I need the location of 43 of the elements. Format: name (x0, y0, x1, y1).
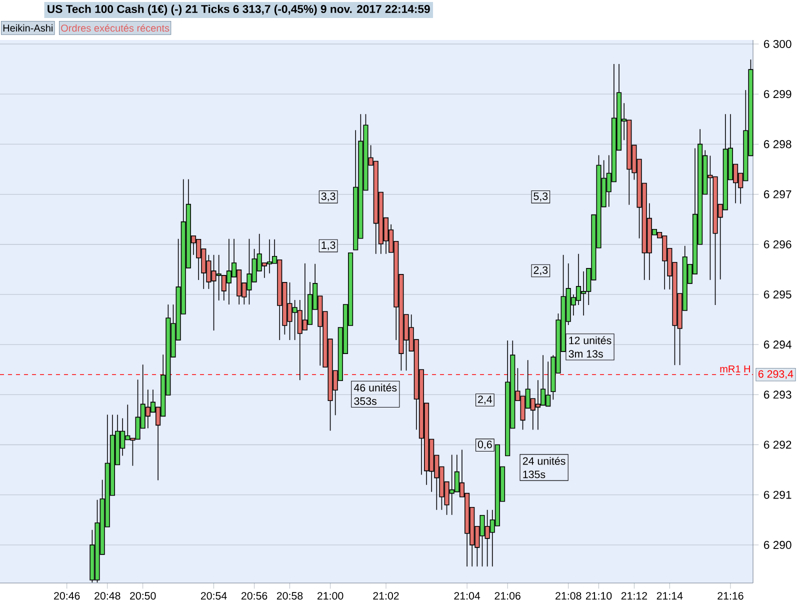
x-tick-label: 21:08 (556, 592, 582, 600)
y-tick-label: 6 296 (764, 240, 792, 248)
x-tick-label: 21:00 (317, 592, 344, 600)
x-tick-label: 21:12 (621, 592, 648, 600)
annotation: 46 unités (354, 384, 397, 392)
annotation: 3,3 (321, 192, 336, 202)
annotation: 5,3 (534, 192, 548, 202)
x-tick-label: 21:02 (373, 592, 399, 600)
x-tick-label: 21:16 (718, 592, 744, 600)
text: Heikin-Ashi (3, 24, 52, 32)
x-tick-label: 21:06 (494, 592, 520, 600)
x-tick-label: 20:54 (200, 592, 227, 600)
y-tick-label: 6 293 (764, 390, 792, 399)
annotation: 2,4 (478, 396, 492, 404)
x-tick-label: 20:56 (241, 592, 268, 600)
annotation: 12 unités (569, 336, 612, 344)
y-tick-label: 6 297 (764, 190, 792, 198)
x-tick-label: 21:04 (454, 592, 480, 600)
y-tick-label: 6 300 (764, 40, 792, 48)
ref-line-label: mR1 H (720, 365, 750, 372)
x-tick-label: 21:10 (586, 592, 612, 600)
x-tick-label: 20:48 (94, 592, 120, 600)
annotation: 2,3 (534, 266, 548, 276)
y-tick-label: 6 298 (764, 140, 792, 148)
y-tick-label: 6 291 (764, 490, 792, 499)
y-tick-label: 6 299 (764, 90, 792, 98)
text: Ordres exécutés récents (61, 24, 170, 32)
annotation: 24 unités (522, 456, 566, 465)
chart-title: US Tech 100 Cash (1€) (-) 21 Ticks 6 313,7 (-0,45%) 9 nov. 2017 22:14:59 (48, 4, 430, 16)
x-tick-label: 20:46 (54, 592, 80, 600)
annotation: 135s (523, 470, 546, 478)
y-tick-label: 6 295 (764, 290, 792, 298)
y-tick-label: 6 294 (764, 340, 792, 349)
annotation: 353s (354, 397, 376, 405)
annotation: 1,3 (322, 241, 336, 250)
annotation: 6 293,4 (758, 370, 794, 380)
y-tick-label: 6 290 (764, 540, 792, 549)
annotation: 3m 13s (568, 350, 603, 358)
x-tick-label: 21:14 (656, 592, 683, 600)
x-tick-label: 20:50 (130, 592, 156, 600)
annotation: 0,6 (478, 440, 492, 450)
y-tick-label: 6 292 (764, 440, 792, 449)
x-tick-label: 20:58 (276, 592, 303, 600)
